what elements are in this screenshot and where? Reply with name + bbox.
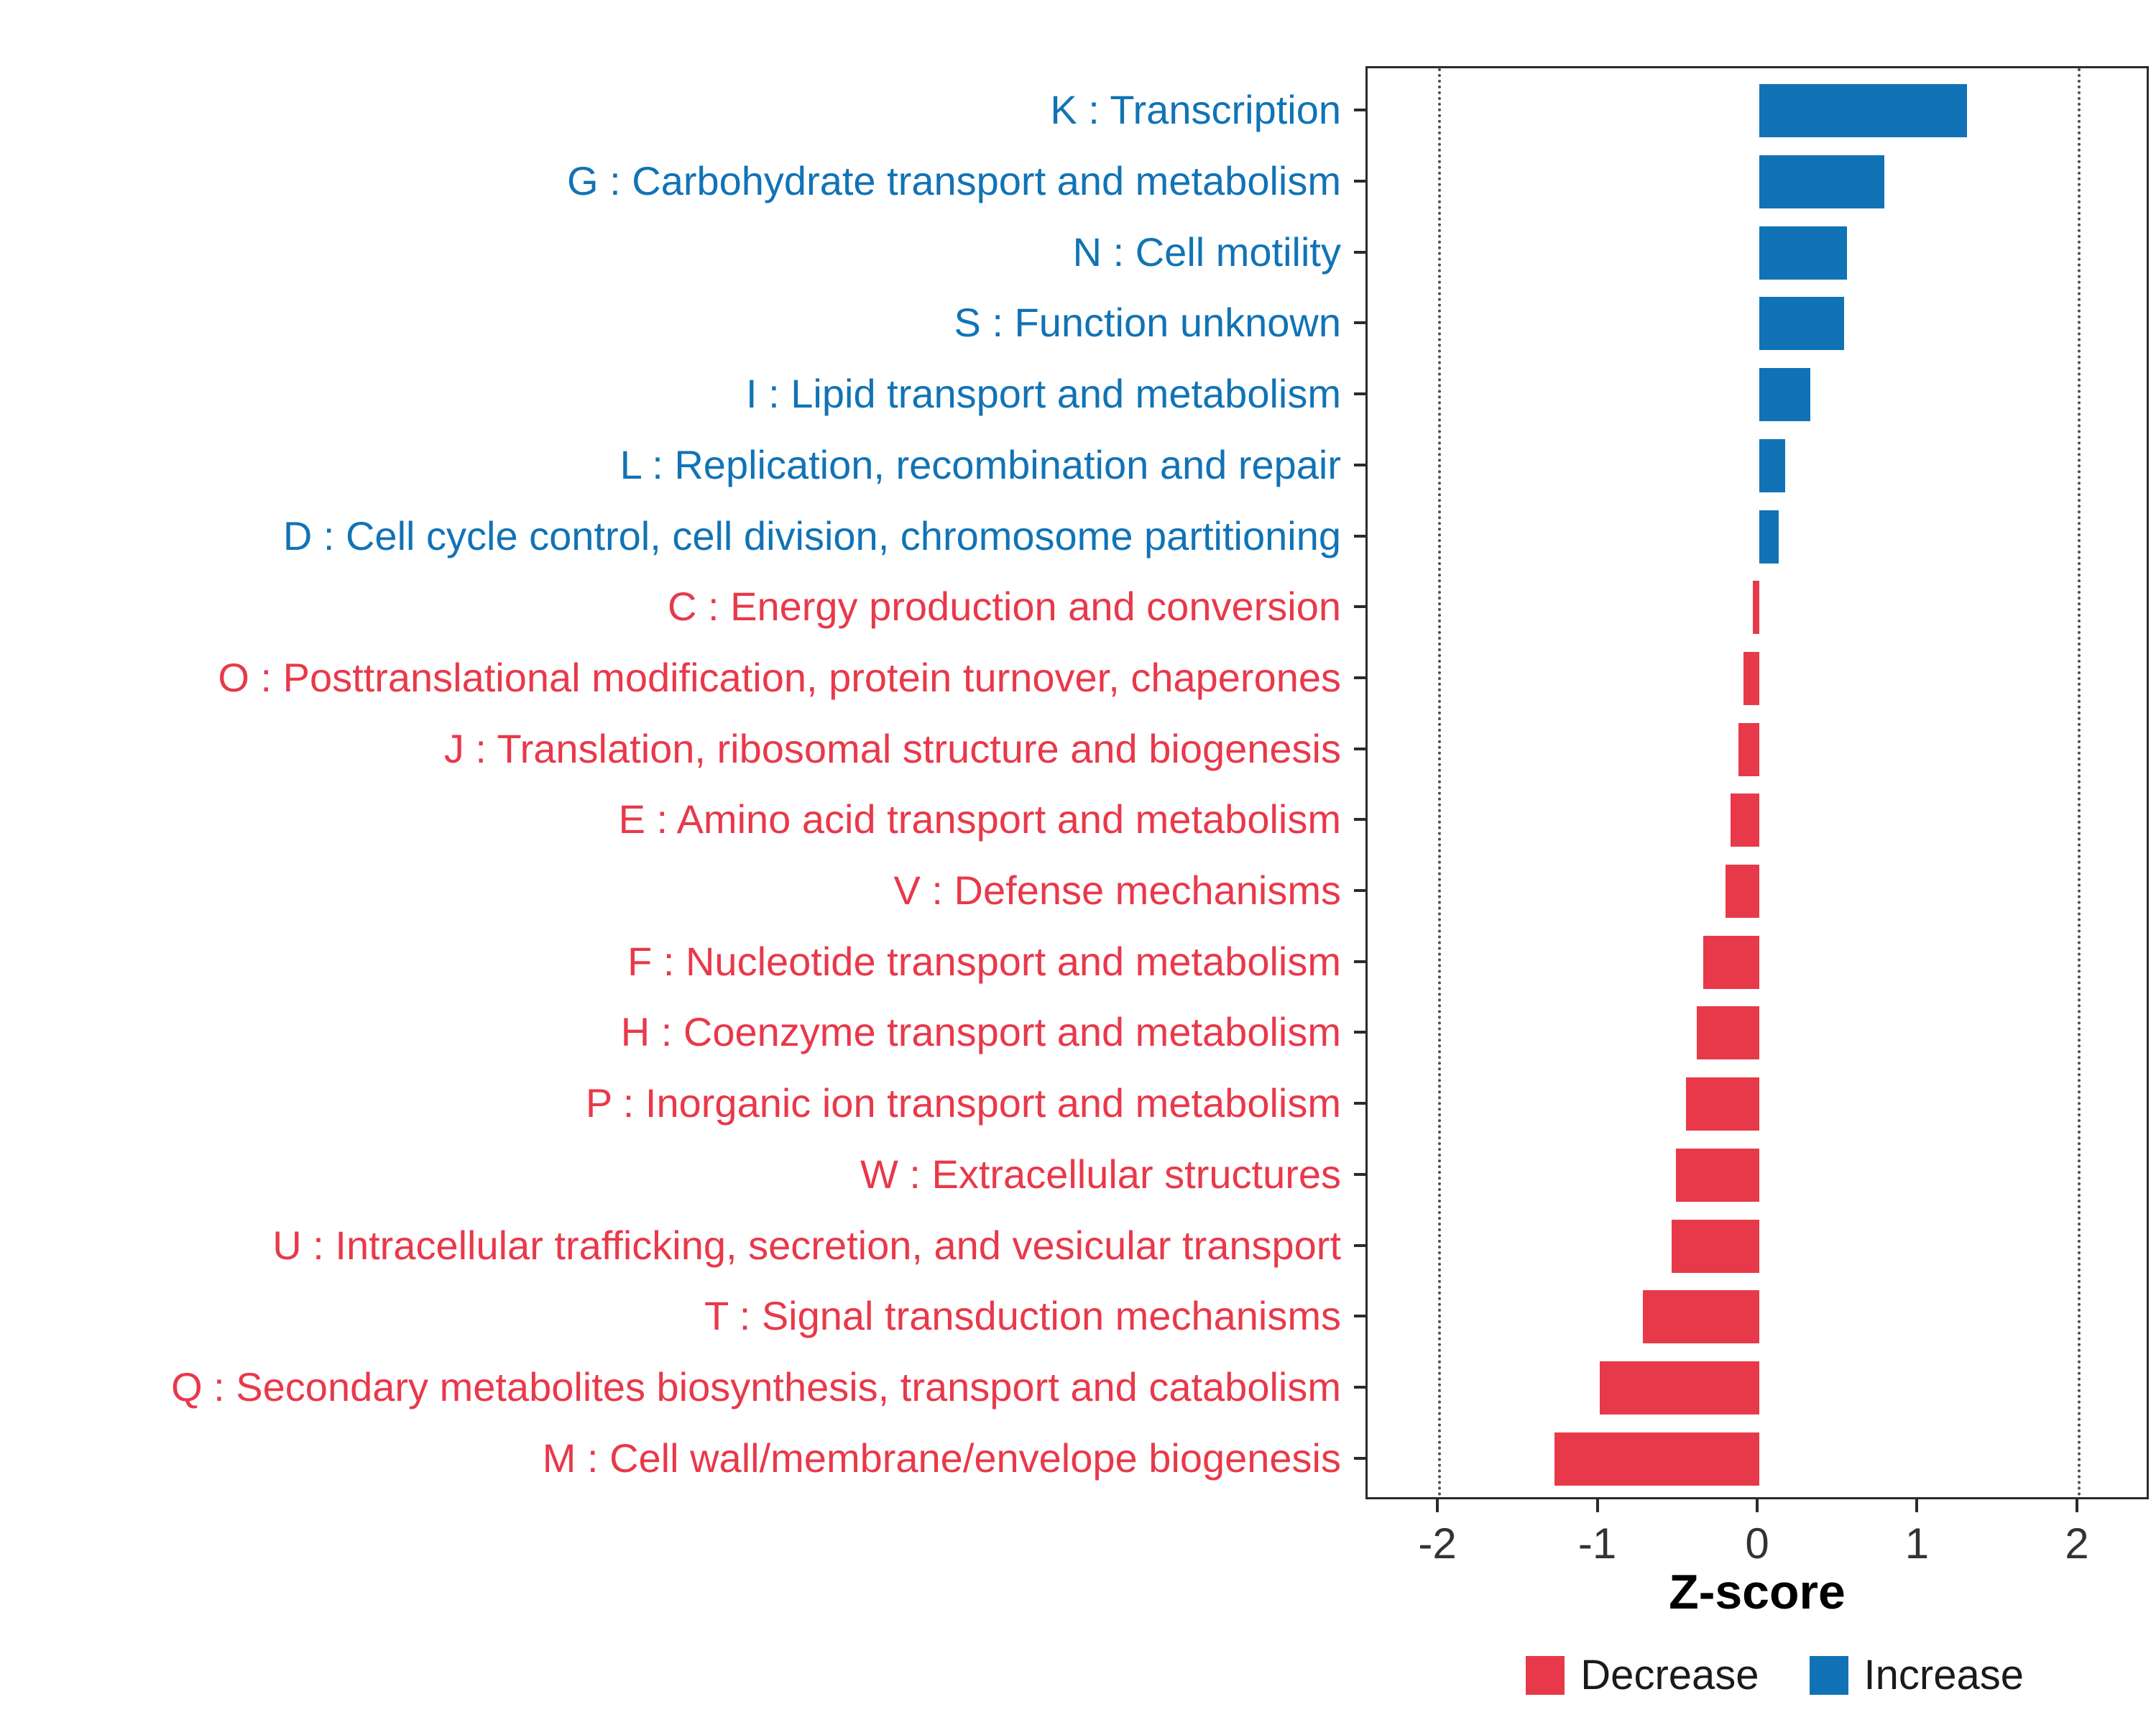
y-axis-tick	[1354, 747, 1365, 750]
x-axis-tick-label: -2	[1418, 1519, 1457, 1568]
category-label: N : Cell motility	[1072, 229, 1341, 275]
y-axis-tick	[1354, 109, 1365, 112]
bar-q	[1599, 1361, 1759, 1415]
category-label: F : Nucleotide transport and metabolism	[627, 938, 1341, 984]
y-axis-tick	[1354, 1102, 1365, 1105]
bar-n	[1759, 226, 1848, 280]
legend-item-decrease: Decrease	[1526, 1655, 1759, 1696]
category-label: H : Coenzyme transport and metabolism	[620, 1009, 1341, 1055]
y-axis-tick	[1354, 1172, 1365, 1176]
y-axis-tick	[1354, 179, 1365, 183]
legend-item-increase: Increase	[1809, 1652, 2024, 1698]
x-axis-tick-label: 0	[1745, 1519, 1769, 1568]
y-axis-tick	[1354, 676, 1365, 679]
y-axis-tick	[1354, 392, 1365, 396]
legend-label-decrease: Decrease	[1580, 1652, 1759, 1698]
y-axis-tick	[1354, 1243, 1365, 1247]
bar-m	[1554, 1432, 1759, 1486]
bar-i	[1759, 368, 1811, 422]
category-label: S : Function unknown	[954, 300, 1341, 346]
bar-v	[1726, 865, 1759, 919]
bar-c	[1753, 581, 1759, 635]
bar-h	[1697, 1006, 1759, 1060]
category-label: V : Defense mechanisms	[893, 868, 1341, 914]
legend-swatch-decrease	[1526, 1656, 1565, 1695]
legend-label-increase: Increase	[1864, 1652, 2024, 1698]
y-axis-tick	[1354, 250, 1365, 254]
y-axis-tick	[1354, 463, 1365, 466]
x-axis-tick-label: 1	[1904, 1519, 1930, 1568]
category-label: U : Intracellular trafficking, secretion…	[272, 1222, 1341, 1268]
x-axis-tick	[2075, 1499, 2078, 1512]
bar-t	[1642, 1290, 1759, 1344]
bar-w	[1676, 1148, 1759, 1202]
bar-d	[1759, 510, 1779, 564]
x-axis-title: Z-score	[1669, 1565, 1846, 1619]
x-axis-tick	[1595, 1499, 1599, 1512]
y-axis-tick	[1354, 321, 1365, 325]
plot-panel	[1365, 66, 2149, 1499]
category-label: T : Signal transduction mechanisms	[704, 1293, 1341, 1339]
y-axis-tick	[1354, 534, 1365, 538]
x-axis-tick-label: 2	[2065, 1519, 2089, 1568]
y-axis-tick	[1354, 1031, 1365, 1034]
category-label: E : Amino acid transport and metabolism	[618, 796, 1341, 842]
x-axis-tick	[1436, 1499, 1439, 1512]
category-label: G : Carbohydrate transport and metabolis…	[567, 157, 1341, 203]
category-label: Q : Secondary metabolites biosynthesis, …	[171, 1364, 1341, 1410]
y-axis-tick	[1354, 889, 1365, 893]
y-axis-tick	[1354, 818, 1365, 822]
x-axis-tick	[1756, 1499, 1759, 1512]
legend: Decrease Increase	[1526, 1655, 2024, 1696]
bar-l	[1759, 438, 1785, 492]
category-label: P : Inorganic ion transport and metaboli…	[585, 1080, 1341, 1126]
x-axis-tick	[1915, 1499, 1919, 1512]
category-label: K : Transcription	[1050, 87, 1341, 133]
bar-f	[1703, 935, 1759, 989]
category-label: L : Replication, recombination and repai…	[619, 441, 1341, 487]
category-label: M : Cell wall/membrane/envelope biogenes…	[542, 1435, 1341, 1481]
bar-j	[1738, 722, 1759, 776]
y-axis-tick	[1354, 1315, 1365, 1318]
bar-p	[1685, 1077, 1759, 1131]
bar-s	[1759, 297, 1844, 351]
bar-o	[1743, 651, 1759, 705]
y-axis-tick	[1354, 960, 1365, 963]
reference-line	[1438, 68, 1442, 1497]
category-label: I : Lipid transport and metabolism	[746, 371, 1341, 417]
reference-line	[2077, 68, 2081, 1497]
bar-k	[1759, 84, 1968, 138]
category-label: W : Extracellular structures	[860, 1151, 1341, 1197]
x-axis-tick-label: -1	[1577, 1519, 1617, 1568]
y-axis-tick	[1354, 1456, 1365, 1460]
category-label: J : Translation, ribosomal structure and…	[443, 725, 1341, 771]
bar-e	[1730, 794, 1759, 847]
category-label: O : Posttranslational modification, prot…	[218, 654, 1341, 700]
category-label: D : Cell cycle control, cell division, c…	[282, 512, 1341, 558]
y-axis-tick	[1354, 605, 1365, 609]
legend-swatch-increase	[1809, 1656, 1848, 1695]
category-label: C : Energy production and conversion	[668, 584, 1341, 630]
bar-g	[1759, 155, 1884, 208]
y-axis-tick	[1354, 1386, 1365, 1389]
bar-u	[1671, 1219, 1759, 1273]
